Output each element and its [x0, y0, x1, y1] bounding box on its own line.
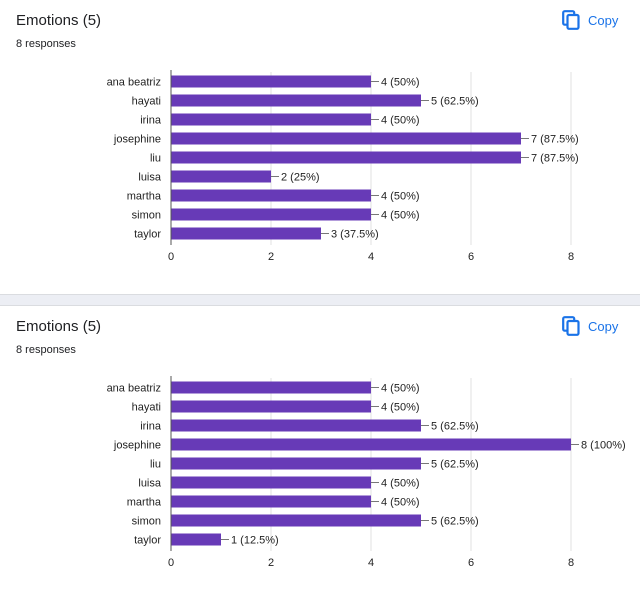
category-label: liu: [150, 153, 161, 165]
data-label: 4 (50%): [381, 402, 420, 414]
data-label: 4 (50%): [381, 383, 420, 395]
category-label: taylor: [134, 535, 161, 547]
bar-chart: 0 2 4 6 8 ana beatriz 4 (50%) hayati 5 (62.5%) ir…: [107, 70, 579, 263]
bar: [171, 419, 421, 432]
data-label: 4 (50%): [381, 210, 420, 222]
data-label: 4 (50%): [381, 497, 420, 509]
data-label: 4 (50%): [381, 115, 420, 127]
data-label: 4 (50%): [381, 77, 420, 89]
bar: [171, 476, 371, 489]
category-label: luisa: [138, 172, 162, 184]
x-tick-label: 6: [468, 557, 474, 569]
x-tick-label: 6: [468, 251, 474, 263]
question-title: Emotions (5): [16, 318, 102, 335]
bar: [171, 170, 271, 183]
data-label: 4 (50%): [381, 478, 420, 490]
copy-icon: [562, 10, 580, 30]
category-label: simon: [132, 516, 161, 528]
x-tick-label: 4: [368, 251, 374, 263]
category-label: irina: [140, 115, 162, 127]
bar: [171, 495, 371, 508]
question-title: Emotions (5): [16, 12, 102, 29]
category-label: simon: [132, 210, 161, 222]
x-tick-label: 0: [168, 557, 174, 569]
bar: [171, 400, 371, 413]
question-card: Emotions (5) 8 responses Copy 0 2 4 6 8 ana b…: [0, 306, 640, 589]
bar: [171, 189, 371, 202]
section-divider: [0, 294, 640, 306]
bar: [171, 94, 421, 107]
bar: [171, 381, 371, 394]
x-tick-label: 8: [568, 251, 574, 263]
category-label: hayati: [132, 402, 161, 414]
category-label: josephine: [113, 134, 161, 146]
question-card: Emotions (5) 8 responses Copy 0 2 4 6 8 ana b…: [0, 0, 640, 294]
bar: [171, 438, 571, 451]
bar: [171, 533, 221, 546]
copy-icon: [562, 316, 580, 336]
copy-button-label: Copy: [588, 12, 619, 28]
data-label: 1 (12.5%): [231, 535, 279, 547]
bar: [171, 208, 371, 221]
data-label: 2 (25%): [281, 172, 320, 184]
category-label: josephine: [113, 440, 161, 452]
bar: [171, 514, 421, 527]
x-tick-label: 0: [168, 251, 174, 263]
category-label: taylor: [134, 229, 161, 241]
bar: [171, 75, 371, 88]
category-label: liu: [150, 459, 161, 471]
data-label: 5 (62.5%): [431, 516, 479, 528]
response-count: 8 responses: [16, 38, 76, 50]
copy-button-label: Copy: [588, 318, 619, 334]
category-label: hayati: [132, 96, 161, 108]
response-count: 8 responses: [16, 344, 76, 356]
bar: [171, 113, 371, 126]
bar: [171, 151, 521, 164]
bar: [171, 132, 521, 145]
x-tick-label: 2: [268, 557, 274, 569]
data-label: 4 (50%): [381, 191, 420, 203]
data-label: 8 (100%): [581, 440, 626, 452]
data-label: 5 (62.5%): [431, 459, 479, 471]
data-label: 7 (87.5%): [531, 134, 579, 146]
category-label: irina: [140, 421, 162, 433]
bar: [171, 227, 321, 240]
category-label: martha: [127, 191, 162, 203]
data-label: 3 (37.5%): [331, 229, 379, 241]
x-tick-label: 2: [268, 251, 274, 263]
category-label: ana beatriz: [107, 383, 161, 395]
bar-chart: 0 2 4 6 8 ana beatriz 4 (50%) hayati 4 (50%) irin…: [107, 376, 626, 569]
data-label: 7 (87.5%): [531, 153, 579, 165]
category-label: martha: [127, 497, 162, 509]
bar: [171, 457, 421, 470]
copy-button[interactable]: Copy: [562, 8, 618, 32]
category-label: luisa: [138, 478, 162, 490]
data-label: 5 (62.5%): [431, 421, 479, 433]
data-label: 5 (62.5%): [431, 96, 479, 108]
x-tick-label: 4: [368, 557, 374, 569]
copy-button[interactable]: Copy: [562, 314, 618, 338]
category-label: ana beatriz: [107, 77, 161, 89]
x-tick-label: 8: [568, 557, 574, 569]
